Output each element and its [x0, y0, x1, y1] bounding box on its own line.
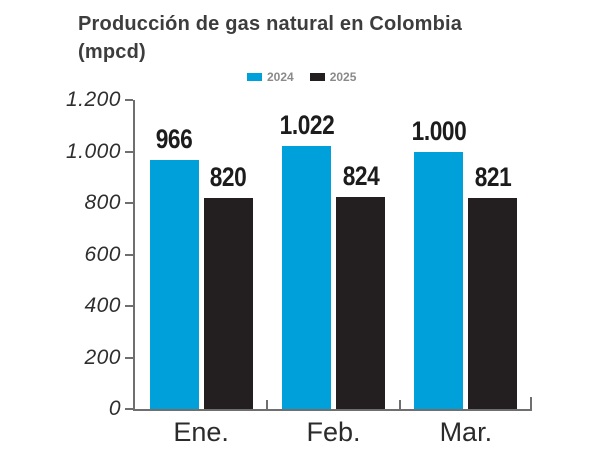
- bar-value-label: 821: [474, 161, 512, 192]
- bar-2025-Feb: [336, 196, 385, 409]
- legend: 2024 2025: [247, 70, 356, 84]
- bar-2024-Feb: [282, 145, 331, 409]
- legend-swatch-icon: [309, 73, 325, 81]
- y-tick-label: 1.200: [65, 88, 121, 111]
- bar-value-label: 1.022: [279, 109, 334, 140]
- y-tick-label: 0: [108, 397, 121, 420]
- y-tick-label: 200: [84, 345, 121, 369]
- bar-2025-Mar: [468, 197, 518, 409]
- y-tick-mark: [125, 253, 133, 256]
- x-tick-label: Ene.: [173, 417, 229, 447]
- chart-title-line1: Producción de gas natural en Colombia: [78, 13, 463, 35]
- legend-item-2024: 2024: [247, 70, 294, 84]
- x-axis-end-tick-mark: [530, 397, 532, 409]
- legend-label: 2024: [267, 70, 294, 84]
- chart-title-line2: (mpcd): [78, 41, 146, 63]
- y-tick-mark: [125, 408, 133, 410]
- bar-value-label: 966: [155, 124, 193, 155]
- bar-value-label: 824: [342, 160, 379, 191]
- y-tick-mark: [125, 150, 133, 153]
- bar-value-label: 820: [209, 161, 247, 192]
- y-tick-label: 400: [84, 294, 121, 317]
- y-tick-mark: [125, 305, 133, 307]
- bar-2024-Mar: [414, 151, 464, 409]
- bar-2024-Ene: [149, 160, 199, 409]
- x-tick-label: Feb.: [306, 417, 361, 447]
- x-tick-mark: [266, 400, 269, 409]
- x-tick-label: Mar.: [439, 417, 493, 447]
- y-tick-mark: [125, 202, 133, 204]
- y-tick-mark: [125, 356, 133, 359]
- y-tick-label: 1.000: [65, 139, 121, 163]
- y-tick-mark: [125, 99, 133, 101]
- bar-2025-Ene: [203, 197, 253, 409]
- bar-value-label: 1.000: [411, 115, 467, 146]
- y-tick-label: 600: [84, 242, 121, 266]
- legend-label: 2025: [329, 70, 357, 84]
- legend-swatch-icon: [247, 73, 262, 81]
- y-tick-label: 800: [84, 191, 121, 214]
- x-tick-mark: [398, 400, 401, 409]
- legend-item-2025: 2025: [309, 70, 357, 84]
- chart-title: Producción de gas natural en Colombia (m…: [78, 10, 548, 66]
- plot-area: 0 200 400 600 800 1.000 1.200 966 820 Ene. 1.022 82…: [66, 89, 532, 447]
